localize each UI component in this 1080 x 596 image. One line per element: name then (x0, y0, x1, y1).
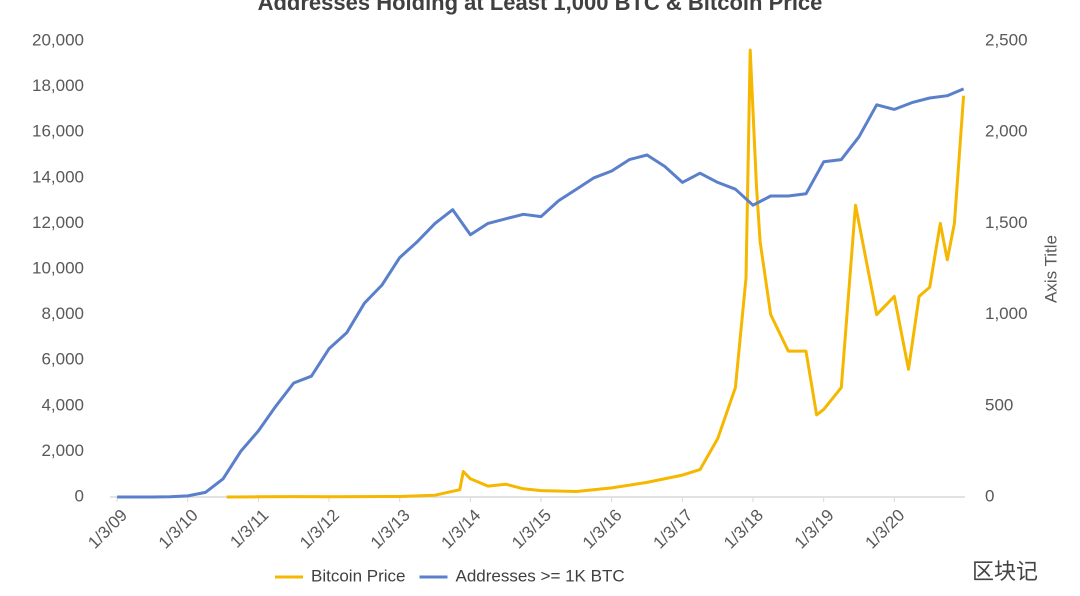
x-tick-label: 1/3/15 (508, 506, 555, 553)
legend-label: Addresses >= 1K BTC (455, 566, 624, 585)
y2-tick-label: 500 (985, 395, 1013, 414)
x-tick-label: 1/3/19 (791, 506, 838, 553)
legend-label: Bitcoin Price (311, 566, 405, 585)
y-tick-label: 16,000 (32, 122, 84, 141)
x-tick-label: 1/3/13 (367, 506, 414, 553)
x-tick-label: 1/3/14 (438, 506, 485, 553)
y-tick-label: 6,000 (41, 350, 84, 369)
x-tick-label: 1/3/12 (296, 506, 343, 553)
y2-tick-label: 2,000 (985, 122, 1028, 141)
x-tick-label: 1/3/17 (649, 506, 696, 553)
y-tick-label: 18,000 (32, 76, 84, 95)
y-tick-label: 0 (75, 486, 84, 505)
x-tick-label: 1/3/10 (155, 506, 202, 553)
x-tick-label: 1/3/11 (226, 506, 272, 552)
y2-axis-title: Axis Title (1041, 235, 1060, 303)
y-tick-label: 2,000 (41, 441, 84, 460)
y2-tick-label: 0 (985, 486, 994, 505)
chart-title: Addresses Holding at Least 1,000 BTC & B… (258, 0, 823, 15)
series-line (117, 87, 965, 499)
y2-tick-label: 2,500 (985, 30, 1028, 49)
y-tick-label: 4,000 (41, 395, 84, 414)
series-line (226, 48, 966, 499)
y-tick-label: 20,000 (32, 30, 84, 49)
y-tick-label: 10,000 (32, 258, 84, 277)
y-tick-label: 8,000 (41, 304, 84, 323)
y-tick-label: 12,000 (32, 213, 84, 232)
x-tick-label: 1/3/16 (579, 506, 626, 553)
y2-tick-label: 1,500 (985, 213, 1028, 232)
x-tick-label: 1/3/09 (84, 506, 131, 553)
y2-tick-label: 1,000 (985, 304, 1028, 323)
y-tick-label: 14,000 (32, 167, 84, 186)
watermark: 区块记 (972, 559, 1038, 584)
x-tick-label: 1/3/20 (861, 506, 908, 553)
x-tick-label: 1/3/18 (720, 506, 767, 553)
